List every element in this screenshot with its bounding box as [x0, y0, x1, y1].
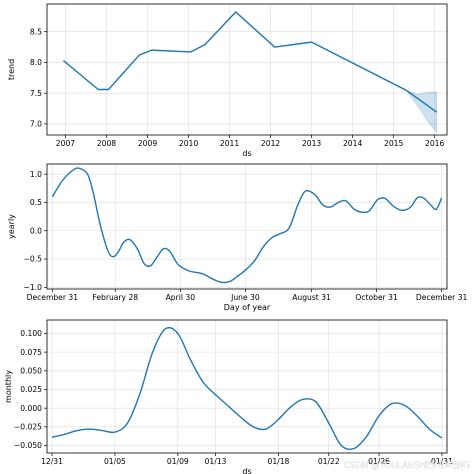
monthly-x-tick-label: 01/18	[268, 457, 290, 466]
trend-panel: 2007 2008 2009 2010 2011 2012 2013 2014 2015 2016…	[7, 3, 448, 158]
monthly-panel: 12/31 01/05 01/09 01/13 01/18 01/22 01/26 01/31…	[4, 319, 453, 474]
trend-axes-frame	[46, 3, 448, 136]
yearly-y-tick-label: 0.0	[30, 226, 42, 235]
yearly-y-tick-label: 1.0	[30, 170, 42, 179]
monthly-y-tick-label: −0.050	[14, 441, 42, 450]
trend-x-tick-label: 2014	[343, 139, 362, 148]
yearly-x-tick-label: June 30	[230, 293, 260, 302]
yearly-x-tick-label: December 31	[27, 293, 79, 302]
yearly-panel: December 31 February 28 April 30 June 30 Aug…	[7, 163, 468, 312]
monthly-y-tick-label: 0.075	[20, 348, 42, 357]
trend-x-tick-label: 2009	[138, 139, 157, 148]
yearly-x-tick-label: August 31	[292, 293, 331, 302]
trend-x-tick-label: 2013	[302, 139, 321, 148]
monthly-y-tick-label: 0.100	[20, 329, 42, 338]
yearly-axes-frame	[46, 163, 448, 290]
yearly-y-tick-label: 0.5	[30, 198, 42, 207]
monthly-x-tick-label: 12/31	[41, 457, 63, 466]
trend-x-tick-label: 2011	[220, 139, 239, 148]
watermark: CSDN @YOULANSHENGMENG	[344, 461, 470, 471]
yearly-x-tick-label: October 31	[355, 293, 398, 302]
monthly-x-tick-label: 01/31	[431, 457, 453, 466]
monthly-y-tick-label: 0.050	[20, 367, 42, 376]
trend-x-tick-label: 2016	[425, 139, 444, 148]
trend-x-tick-label: 2012	[261, 139, 280, 148]
monthly-axes-frame	[46, 319, 448, 454]
trend-y-tick-label: 8.5	[30, 27, 42, 36]
monthly-x-tick-label: 01/09	[167, 457, 189, 466]
yearly-x-tick-label: December 31	[416, 293, 468, 302]
yearly-x-axis-label: Day of year	[224, 303, 271, 312]
trend-y-axis-label: trend	[7, 59, 16, 80]
trend-x-tick-label: 2008	[97, 139, 116, 148]
trend-x-axis-label: ds	[242, 149, 251, 158]
monthly-x-tick-label: 01/13	[205, 457, 227, 466]
yearly-x-tick-label: April 30	[166, 293, 196, 302]
monthly-x-tick-label: 01/26	[368, 457, 390, 466]
trend-uncertainty-band	[405, 89, 437, 134]
yearly-y-axis-label: yearly	[7, 214, 16, 239]
trend-series-line	[62, 11, 438, 113]
trend-y-tick-label: 8.0	[30, 58, 42, 67]
monthly-y-tick-label: −0.025	[14, 423, 42, 432]
trend-x-tick-label: 2007	[56, 139, 75, 148]
monthly-y-tick-label: 0.000	[20, 404, 42, 413]
yearly-y-tick-label: −0.5	[24, 255, 43, 264]
trend-x-tick-label: 2015	[384, 139, 403, 148]
monthly-x-axis-label: ds	[242, 467, 251, 474]
trend-y-tick-label: 7.5	[30, 89, 42, 98]
monthly-y-axis-label: monthly	[4, 370, 13, 403]
trend-x-tick-label: 2010	[179, 139, 198, 148]
monthly-x-tick-label: 01/22	[318, 457, 340, 466]
monthly-y-tick-label: 0.025	[20, 385, 42, 394]
monthly-x-tick-label: 01/05	[104, 457, 126, 466]
yearly-x-tick-label: February 28	[92, 293, 138, 302]
monthly-series-line	[51, 326, 443, 451]
yearly-series-line	[51, 167, 443, 284]
trend-y-tick-label: 7.0	[30, 120, 42, 129]
yearly-y-tick-label: −1.0	[24, 283, 43, 292]
